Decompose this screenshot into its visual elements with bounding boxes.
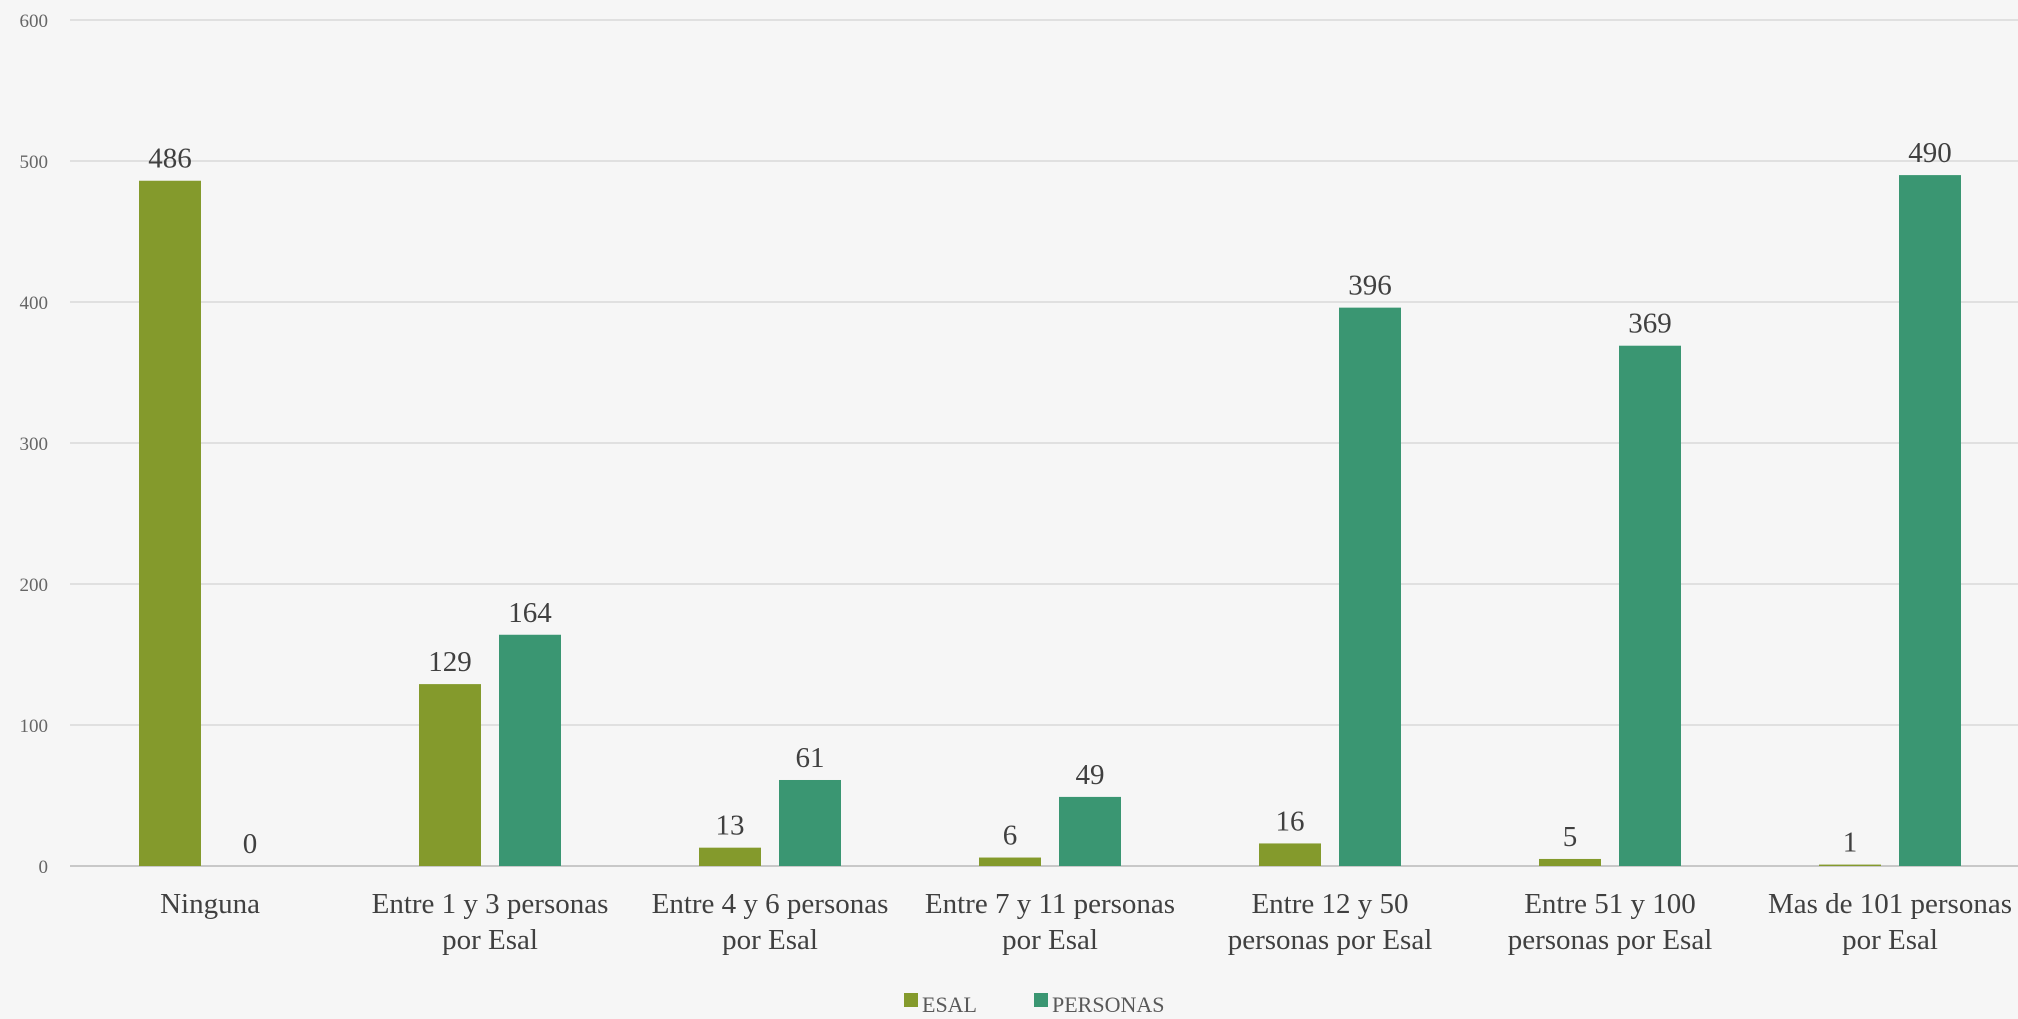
bar-personas bbox=[1059, 796, 1121, 866]
legend: ESAL PERSONAS bbox=[904, 992, 1164, 1017]
y-tick-label: 100 bbox=[20, 716, 49, 737]
data-label: 396 bbox=[1348, 270, 1392, 302]
x-axis-categories: Ninguna Entre 1 y 3 personas por Esal Entre… bbox=[160, 888, 2012, 956]
bar-personas bbox=[779, 779, 841, 866]
y-axis-ticks: 0 100 200 300 400 500 600 bbox=[20, 11, 49, 878]
data-label: 5 bbox=[1563, 821, 1578, 853]
bar-personas bbox=[499, 634, 561, 866]
bar-esal bbox=[1539, 858, 1601, 866]
data-label: 16 bbox=[1276, 805, 1305, 837]
bar-esal bbox=[1819, 864, 1881, 866]
y-tick-label: 0 bbox=[39, 857, 49, 878]
bar-esal bbox=[139, 180, 201, 867]
data-label: 49 bbox=[1076, 759, 1105, 791]
legend-label-esal: ESAL bbox=[922, 992, 977, 1014]
data-label: 486 bbox=[148, 143, 192, 175]
data-label: 0 bbox=[243, 828, 258, 860]
data-label: 6 bbox=[1003, 820, 1018, 852]
category-label: Entre 51 y 100 personas por Esal bbox=[1508, 888, 1713, 956]
y-tick-label: 200 bbox=[20, 575, 49, 596]
data-label: 164 bbox=[508, 597, 552, 629]
data-labels: 486 0 129 164 13 61 6 49 16 396 5 369 1 490 bbox=[148, 137, 1952, 860]
bar-esal bbox=[979, 857, 1041, 866]
data-label: 369 bbox=[1628, 308, 1672, 340]
category-label: Ninguna bbox=[160, 888, 260, 920]
bar-esal bbox=[1259, 843, 1321, 866]
category-label: Entre 4 y 6 personas por Esal bbox=[652, 888, 889, 956]
y-tick-label: 600 bbox=[20, 11, 49, 32]
bar-esal bbox=[419, 684, 481, 866]
category-label: Entre 1 y 3 personas por Esal bbox=[372, 888, 609, 956]
y-tick-label: 500 bbox=[20, 152, 49, 173]
data-label: 13 bbox=[716, 810, 745, 842]
data-label: 1 bbox=[1843, 827, 1858, 859]
bars bbox=[139, 175, 1961, 867]
category-label: Entre 7 y 11 personas por Esal bbox=[925, 888, 1175, 956]
bar-personas bbox=[1339, 307, 1401, 866]
data-label: 490 bbox=[1908, 137, 1952, 169]
legend-swatch-esal bbox=[904, 993, 918, 1007]
bar-personas bbox=[1899, 175, 1961, 867]
data-label: 61 bbox=[796, 742, 825, 774]
bar-esal bbox=[699, 847, 761, 866]
legend-swatch-personas bbox=[1034, 993, 1048, 1007]
bar-personas bbox=[1619, 345, 1681, 867]
y-tick-label: 400 bbox=[20, 293, 49, 314]
category-label: Mas de 101 personas por Esal bbox=[1768, 888, 2012, 956]
data-label: 129 bbox=[428, 646, 472, 678]
y-tick-label: 300 bbox=[20, 434, 49, 455]
legend-label-personas: PERSONAS bbox=[1052, 992, 1164, 1014]
category-label: Entre 12 y 50 personas por Esal bbox=[1228, 888, 1433, 956]
gridlines bbox=[70, 19, 2018, 867]
